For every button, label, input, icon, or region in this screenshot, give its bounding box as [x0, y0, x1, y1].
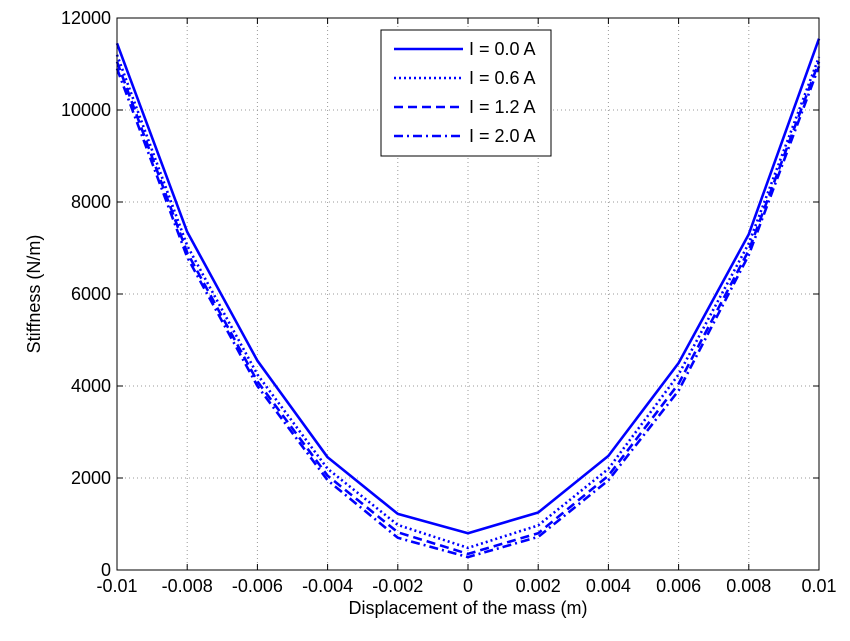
- y-tick-label: 10000: [61, 100, 111, 120]
- y-axis-label: Stiffness (N/m): [24, 235, 44, 354]
- y-tick-label: 12000: [61, 8, 111, 28]
- x-tick-label: -0.008: [162, 576, 213, 596]
- legend-box: [380, 29, 552, 157]
- y-tick-label: 4000: [71, 376, 111, 396]
- x-tick-label: -0.01: [96, 576, 137, 596]
- y-tick-label: 6000: [71, 284, 111, 304]
- series-line-1: [115, 38, 821, 535]
- x-tick-label: -0.006: [232, 576, 283, 596]
- legend: I = 0.0 A I = 0.6 A I = 1.2 A I = 2.0 A: [380, 29, 552, 157]
- legend-label-1: I = 0.0 A: [469, 39, 536, 59]
- series-line-3: [115, 61, 821, 556]
- x-tick-label: -0.002: [372, 576, 423, 596]
- series-line-4: [115, 65, 821, 559]
- legend-label-2: I = 0.6 A: [469, 68, 536, 88]
- x-tick-label: -0.004: [302, 576, 353, 596]
- x-tick-label: 0.008: [726, 576, 771, 596]
- x-tick-label: 0: [463, 576, 473, 596]
- x-tick-label: 0.004: [586, 576, 631, 596]
- series-line-2: [115, 54, 821, 550]
- legend-label-4: I = 2.0 A: [469, 126, 536, 146]
- x-tick-label: 0.002: [516, 576, 561, 596]
- y-tick-label: 8000: [71, 192, 111, 212]
- x-axis-label: Displacement of the mass (m): [348, 598, 587, 618]
- x-tick-label: 0.006: [656, 576, 701, 596]
- series-lines: [115, 38, 821, 559]
- y-tick-label: 0: [101, 560, 111, 580]
- y-tick-label: 2000: [71, 468, 111, 488]
- legend-label-3: I = 1.2 A: [469, 97, 536, 117]
- axis-ticks: -0.01 -0.008 -0.006 -0.004 -0.002 0 0.002 0.004…: [61, 8, 837, 596]
- x-tick-label: 0.01: [801, 576, 836, 596]
